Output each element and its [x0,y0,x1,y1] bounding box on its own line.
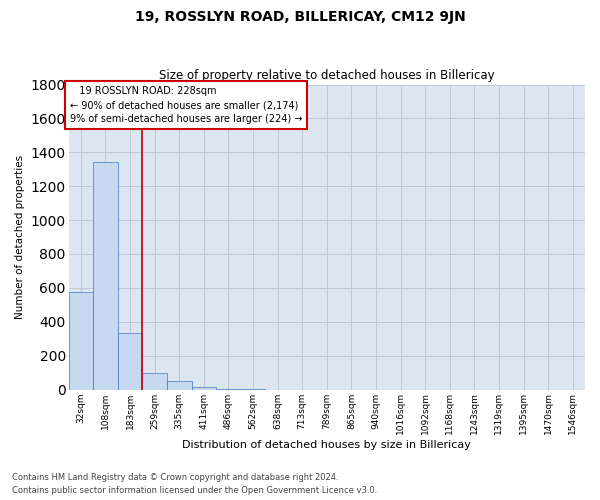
X-axis label: Distribution of detached houses by size in Billericay: Distribution of detached houses by size … [182,440,471,450]
Bar [167,381,191,390]
Bar [118,333,142,390]
Bar [142,374,167,390]
Bar [68,292,93,390]
Y-axis label: Number of detached properties: Number of detached properties [15,155,25,319]
Text: 19 ROSSLYN ROAD: 228sqm
← 90% of detached houses are smaller (2,174)
9% of semi-: 19 ROSSLYN ROAD: 228sqm ← 90% of detache… [70,86,302,124]
Bar [216,389,241,390]
Bar [191,387,216,390]
Text: 19, ROSSLYN ROAD, BILLERICAY, CM12 9JN: 19, ROSSLYN ROAD, BILLERICAY, CM12 9JN [134,10,466,24]
Bar [93,162,118,390]
Title: Size of property relative to detached houses in Billericay: Size of property relative to detached ho… [159,69,494,82]
Text: Contains HM Land Registry data © Crown copyright and database right 2024.
Contai: Contains HM Land Registry data © Crown c… [12,474,377,495]
